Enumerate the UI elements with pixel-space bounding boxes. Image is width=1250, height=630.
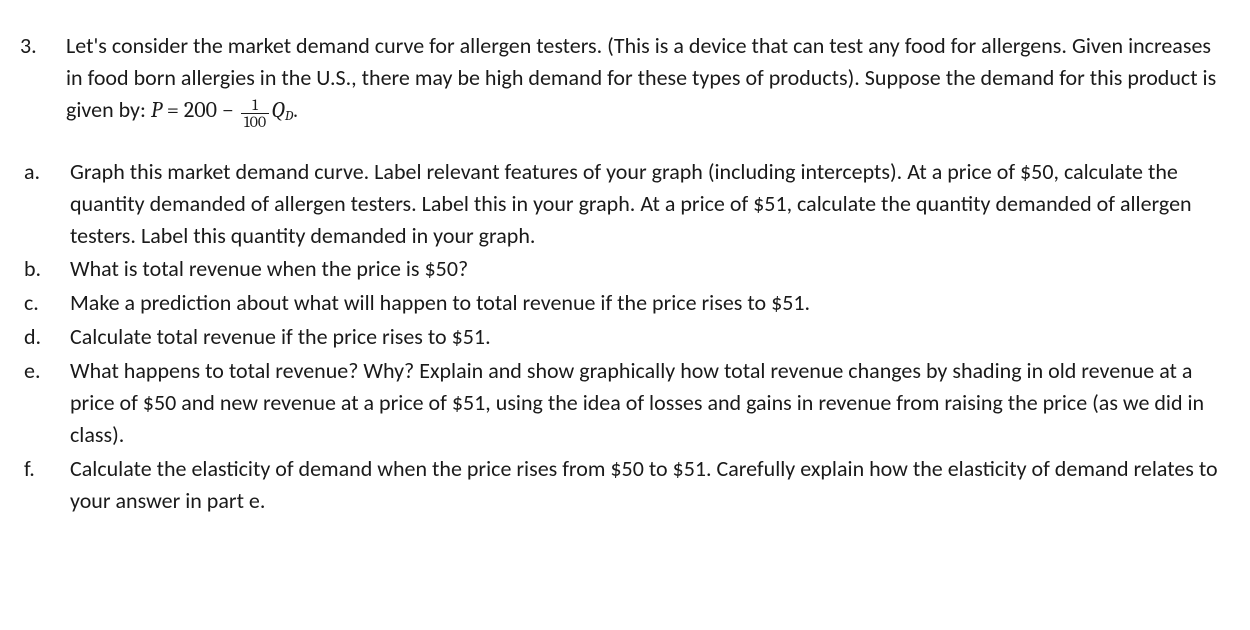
sub-item-e: e. What happens to total revenue? Why? E… bbox=[18, 355, 1232, 451]
sub-text: Calculate the elasticity of demand when … bbox=[70, 453, 1232, 517]
eq-lhs: P bbox=[151, 97, 162, 123]
sub-letter: e. bbox=[18, 355, 70, 451]
sub-text: Calculate total revenue if the price ris… bbox=[70, 321, 1232, 353]
eq-frac-num: 1 bbox=[241, 97, 269, 114]
sub-text: Make a prediction about what will happen… bbox=[70, 287, 1232, 319]
sub-item-b: b. What is total revenue when the price … bbox=[18, 253, 1232, 285]
page: unuerstunu. 3. Let's consider the market… bbox=[0, 0, 1250, 517]
sub-item-a: a. Graph this market demand curve. Label… bbox=[18, 156, 1232, 252]
sub-letter: c. bbox=[18, 287, 70, 319]
sub-item-c: c. Make a prediction about what will hap… bbox=[18, 287, 1232, 319]
sub-letter: d. bbox=[18, 321, 70, 353]
eq-var: Q bbox=[271, 97, 285, 123]
sub-item-d: d. Calculate total revenue if the price … bbox=[18, 321, 1232, 353]
eq-period: . bbox=[293, 97, 298, 123]
eq-equals: = bbox=[162, 97, 184, 123]
eq-frac-den: 100 bbox=[241, 114, 269, 130]
demand-equation: P = 200 − 1100QD. bbox=[151, 97, 298, 123]
sub-text: Graph this market demand curve. Label re… bbox=[70, 156, 1232, 252]
truncated-previous-line: unuerstunu. bbox=[58, 0, 1232, 8]
sub-questions: a. Graph this market demand curve. Label… bbox=[18, 156, 1232, 517]
eq-subscript: D bbox=[285, 107, 293, 124]
question-number: 3. bbox=[18, 30, 66, 130]
eq-minus: − bbox=[217, 97, 239, 123]
sub-letter: f. bbox=[18, 453, 70, 517]
sub-text: What happens to total revenue? Why? Expl… bbox=[70, 355, 1232, 451]
question-3: 3. Let's consider the market demand curv… bbox=[18, 30, 1232, 130]
question-body: Let's consider the market demand curve f… bbox=[66, 30, 1232, 130]
sub-letter: a. bbox=[18, 156, 70, 252]
eq-const: 200 bbox=[184, 97, 217, 123]
sub-letter: b. bbox=[18, 253, 70, 285]
eq-fraction: 1100 bbox=[241, 97, 269, 130]
sub-item-f: f. Calculate the elasticity of demand wh… bbox=[18, 453, 1232, 517]
sub-text: What is total revenue when the price is … bbox=[70, 253, 1232, 285]
